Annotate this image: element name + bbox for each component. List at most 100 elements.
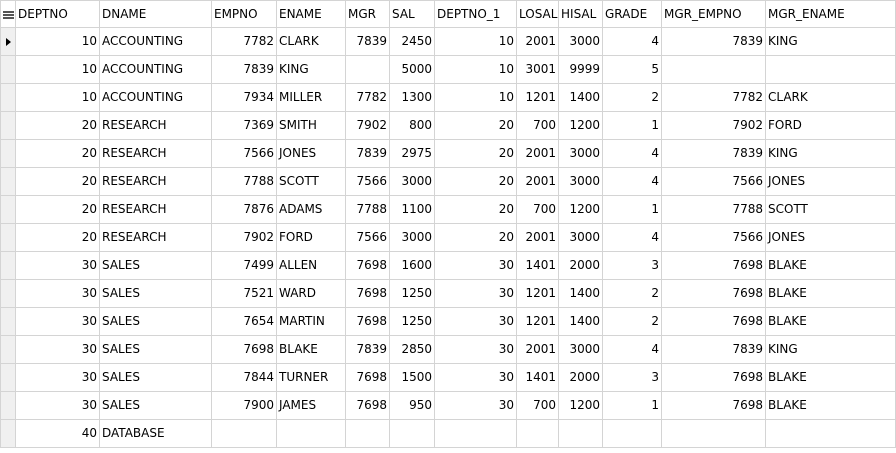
cell-deptno[interactable]: 20 (15, 111, 100, 140)
cell-ename[interactable]: SCOTT (276, 167, 346, 196)
cell-grade[interactable]: 1 (602, 111, 662, 140)
cell-deptno[interactable]: 20 (15, 139, 100, 168)
table-row[interactable]: 20 RESEARCH 7566 JONES 7839 2975 20 2001 3000 4 78… (0, 139, 896, 168)
column-header-mgr-empno[interactable]: MGR_EMPNO (661, 0, 766, 28)
cell-empno[interactable] (211, 419, 277, 448)
cell-sal[interactable]: 1250 (389, 279, 435, 308)
cell-dname[interactable]: ACCOUNTING (99, 27, 212, 56)
row-selector[interactable] (0, 335, 16, 364)
cell-ename[interactable]: BLAKE (276, 335, 346, 364)
table-row[interactable]: 20 RESEARCH 7369 SMITH 7902 800 20 700 1200 1 7902… (0, 111, 896, 140)
cell-hisal[interactable]: 1200 (558, 111, 603, 140)
cell-mgr-empno[interactable]: 7566 (661, 223, 766, 252)
cell-mgr[interactable] (345, 55, 390, 84)
cell-mgr[interactable]: 7698 (345, 307, 390, 336)
cell-hisal[interactable]: 1200 (558, 195, 603, 224)
table-row[interactable]: 30 SALES 7499 ALLEN 7698 1600 30 1401 2000 3 7698 B… (0, 251, 896, 280)
cell-mgr-ename[interactable]: CLARK (765, 83, 896, 112)
row-selector[interactable] (0, 419, 16, 448)
cell-deptno[interactable]: 10 (15, 83, 100, 112)
cell-deptno[interactable]: 20 (15, 167, 100, 196)
cell-losal[interactable]: 1201 (516, 307, 559, 336)
cell-mgr-empno[interactable] (661, 419, 766, 448)
cell-deptno[interactable]: 30 (15, 363, 100, 392)
cell-losal[interactable]: 3001 (516, 55, 559, 84)
cell-deptno[interactable]: 30 (15, 251, 100, 280)
cell-hisal[interactable]: 3000 (558, 27, 603, 56)
cell-mgr[interactable]: 7782 (345, 83, 390, 112)
column-header-grade[interactable]: GRADE (602, 0, 662, 28)
cell-mgr[interactable]: 7839 (345, 335, 390, 364)
cell-hisal[interactable]: 3000 (558, 335, 603, 364)
cell-mgr-ename[interactable]: BLAKE (765, 391, 896, 420)
cell-mgr[interactable]: 7698 (345, 391, 390, 420)
cell-hisal[interactable]: 3000 (558, 167, 603, 196)
cell-dname[interactable]: RESEARCH (99, 139, 212, 168)
cell-deptno[interactable]: 40 (15, 419, 100, 448)
table-row[interactable]: 30 SALES 7521 WARD 7698 1250 30 1201 1400 2 7698 BL… (0, 279, 896, 308)
cell-dname[interactable]: DATABASE (99, 419, 212, 448)
cell-mgr[interactable]: 7788 (345, 195, 390, 224)
cell-hisal[interactable]: 1400 (558, 307, 603, 336)
cell-mgr[interactable]: 7698 (345, 363, 390, 392)
cell-ename[interactable]: MARTIN (276, 307, 346, 336)
cell-mgr-empno[interactable]: 7788 (661, 195, 766, 224)
row-selector[interactable] (0, 111, 16, 140)
column-header-mgr-ename[interactable]: MGR_ENAME (765, 0, 896, 28)
cell-losal[interactable]: 2001 (516, 167, 559, 196)
cell-ename[interactable]: MILLER (276, 83, 346, 112)
cell-deptno[interactable]: 30 (15, 391, 100, 420)
row-selector[interactable] (0, 391, 16, 420)
cell-hisal[interactable] (558, 419, 603, 448)
cell-empno[interactable]: 7566 (211, 139, 277, 168)
column-header-mgr[interactable]: MGR (345, 0, 390, 28)
table-row[interactable]: 30 SALES 7698 BLAKE 7839 2850 30 2001 3000 4 7839 K… (0, 335, 896, 364)
cell-mgr-empno[interactable] (661, 55, 766, 84)
cell-deptno-1[interactable]: 10 (434, 55, 517, 84)
cell-grade[interactable]: 3 (602, 363, 662, 392)
row-selector[interactable] (0, 55, 16, 84)
cell-dname[interactable]: RESEARCH (99, 111, 212, 140)
cell-empno[interactable]: 7788 (211, 167, 277, 196)
table-row[interactable]: 20 RESEARCH 7788 SCOTT 7566 3000 20 2001 3000 4 75… (0, 167, 896, 196)
row-selector[interactable] (0, 167, 16, 196)
cell-sal[interactable]: 800 (389, 111, 435, 140)
cell-dname[interactable]: RESEARCH (99, 167, 212, 196)
cell-ename[interactable] (276, 419, 346, 448)
cell-empno[interactable]: 7900 (211, 391, 277, 420)
cell-ename[interactable]: TURNER (276, 363, 346, 392)
cell-grade[interactable]: 1 (602, 195, 662, 224)
row-selector[interactable] (0, 27, 16, 56)
cell-deptno-1[interactable]: 20 (434, 167, 517, 196)
cell-deptno-1[interactable]: 20 (434, 111, 517, 140)
cell-sal[interactable]: 2850 (389, 335, 435, 364)
cell-ename[interactable]: CLARK (276, 27, 346, 56)
cell-sal[interactable]: 1250 (389, 307, 435, 336)
cell-sal[interactable]: 1500 (389, 363, 435, 392)
cell-empno[interactable]: 7876 (211, 195, 277, 224)
cell-mgr-empno[interactable]: 7839 (661, 27, 766, 56)
cell-deptno[interactable]: 10 (15, 55, 100, 84)
cell-mgr-ename[interactable]: KING (765, 27, 896, 56)
cell-losal[interactable]: 2001 (516, 139, 559, 168)
cell-deptno-1[interactable]: 30 (434, 251, 517, 280)
cell-sal[interactable]: 3000 (389, 167, 435, 196)
cell-deptno-1[interactable] (434, 419, 517, 448)
grid-menu-icon[interactable] (3, 10, 14, 20)
cell-dname[interactable]: SALES (99, 307, 212, 336)
cell-ename[interactable]: ADAMS (276, 195, 346, 224)
row-selector[interactable] (0, 195, 16, 224)
cell-mgr-ename[interactable]: BLAKE (765, 363, 896, 392)
cell-grade[interactable]: 5 (602, 55, 662, 84)
cell-losal[interactable]: 1201 (516, 279, 559, 308)
cell-ename[interactable]: KING (276, 55, 346, 84)
cell-mgr-empno[interactable]: 7902 (661, 111, 766, 140)
row-selector[interactable] (0, 83, 16, 112)
cell-deptno[interactable]: 20 (15, 195, 100, 224)
cell-empno[interactable]: 7369 (211, 111, 277, 140)
cell-losal[interactable]: 1401 (516, 363, 559, 392)
cell-ename[interactable]: JONES (276, 139, 346, 168)
column-header-deptno-1[interactable]: DEPTNO_1 (434, 0, 517, 28)
table-row[interactable]: 10 ACCOUNTING 7934 MILLER 7782 1300 10 1201 1400… (0, 83, 896, 112)
cell-hisal[interactable]: 9999 (558, 55, 603, 84)
